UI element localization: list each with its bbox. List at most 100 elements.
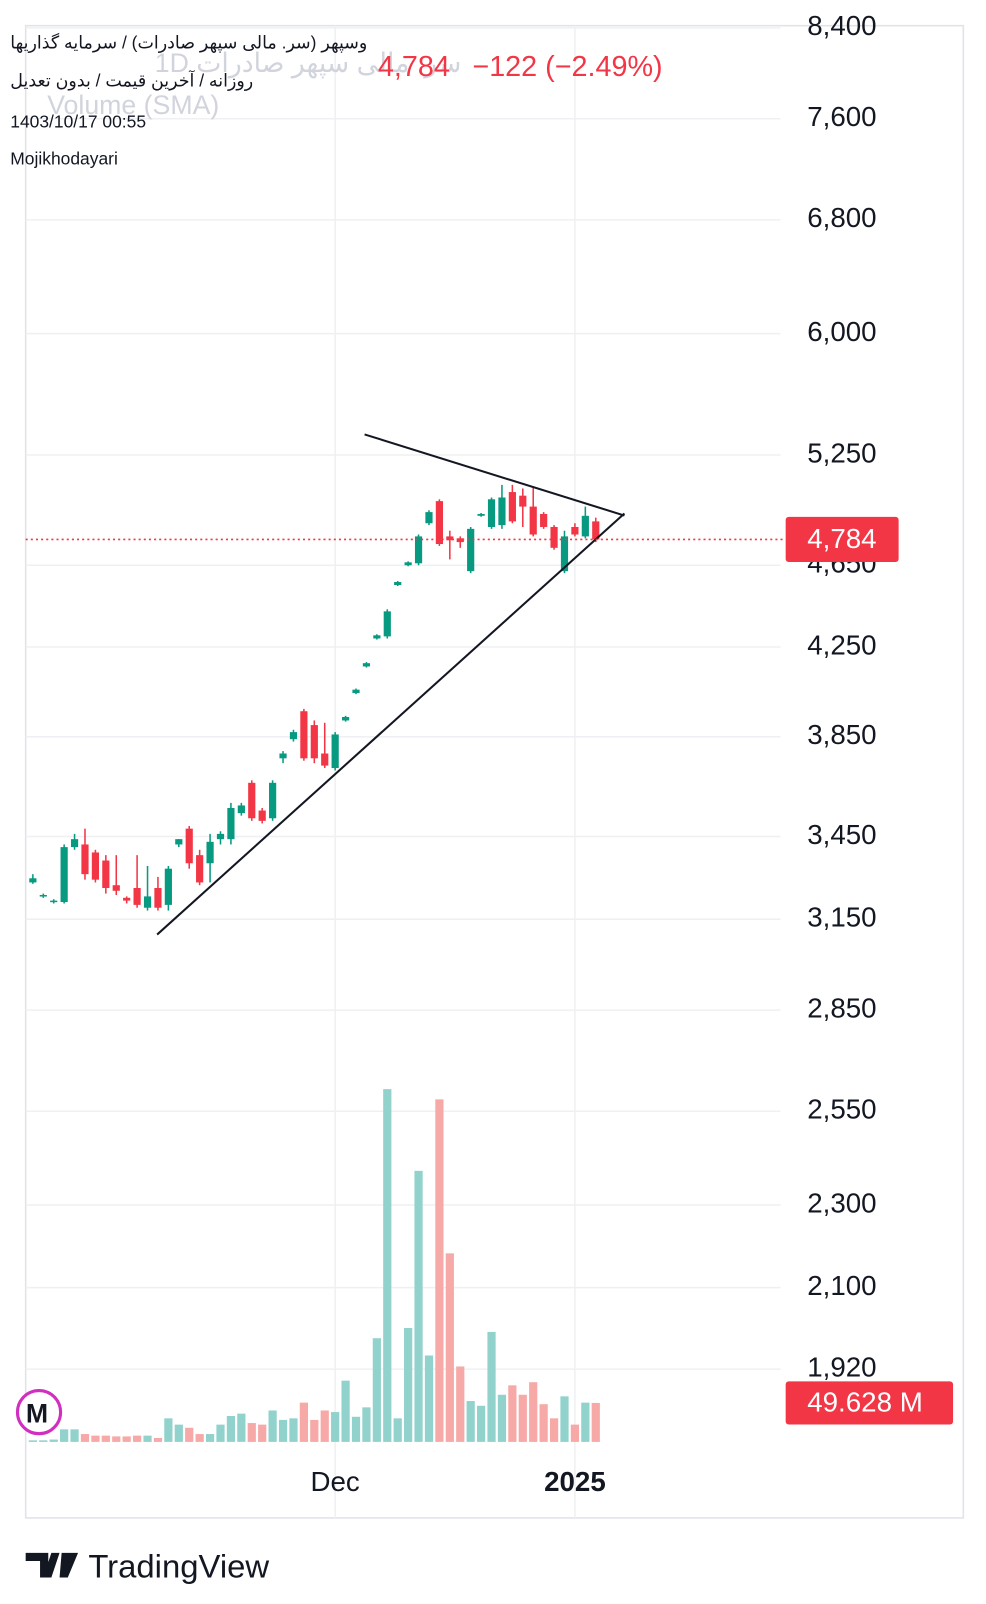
volume-bar	[216, 1424, 225, 1442]
candle-body	[206, 841, 214, 864]
volume-bar	[289, 1418, 298, 1442]
volume-bar	[28, 1440, 37, 1442]
volume-bar	[195, 1434, 204, 1442]
volume-bar	[143, 1435, 152, 1442]
volume-bar	[560, 1396, 569, 1442]
y-tick-label: 2,550	[807, 1094, 876, 1125]
candle-body	[310, 725, 318, 759]
candle-body	[133, 887, 141, 905]
candle-body	[175, 839, 183, 845]
volume-pane	[28, 1089, 600, 1442]
candle-body	[446, 536, 454, 541]
volume-bar	[174, 1424, 183, 1442]
candle-body	[550, 526, 558, 548]
volume-bar	[351, 1416, 361, 1442]
candle-body	[279, 753, 287, 759]
candle-body	[383, 611, 391, 637]
volume-bar	[591, 1402, 600, 1442]
volume-bar	[226, 1415, 236, 1442]
volume-bar	[445, 1253, 454, 1442]
volume-bar	[518, 1394, 527, 1442]
volume-bar	[132, 1435, 142, 1442]
volume-bar	[164, 1418, 173, 1442]
candle-body	[425, 512, 433, 524]
volume-bar	[39, 1440, 48, 1442]
volume-bar	[299, 1402, 308, 1442]
grid	[25, 25, 781, 1518]
volume-bar	[372, 1338, 381, 1442]
candle-body	[498, 497, 506, 526]
volume-bar	[60, 1429, 69, 1442]
y-tick-label: 8,400	[807, 10, 876, 41]
volume-bar	[549, 1418, 559, 1442]
y-tick-label: 2,300	[807, 1187, 876, 1218]
volume-bar	[508, 1385, 517, 1442]
volume-bar	[487, 1331, 496, 1442]
volume-bar	[414, 1170, 423, 1442]
candle-body	[456, 538, 464, 543]
candle-body	[321, 753, 329, 766]
logo: TradingView	[25, 1547, 269, 1584]
logo-text: TradingView	[88, 1547, 269, 1584]
volume-bar	[70, 1429, 79, 1442]
volume-bar	[331, 1412, 340, 1442]
chart-root: 8,4007,6006,8006,0005,2504,6504,2503,850…	[10, 10, 965, 1584]
avatar-letter: M	[26, 1398, 48, 1428]
plot-frame	[24, 24, 965, 1519]
logo-mark	[25, 1552, 79, 1578]
candle-body	[154, 887, 162, 908]
volume-bar	[456, 1366, 465, 1442]
y-tick-label: 3,450	[807, 819, 876, 850]
volume-bar	[237, 1413, 246, 1442]
volume-bar	[570, 1424, 580, 1442]
y-tick-label: 6,800	[807, 202, 876, 233]
volume-bar	[435, 1099, 444, 1442]
y-tick-label: 1,920	[807, 1351, 876, 1382]
volume-bar	[424, 1355, 434, 1442]
candle-body	[81, 844, 89, 875]
volume-bar	[49, 1439, 58, 1442]
volume-bar	[362, 1407, 371, 1442]
volume-bar	[258, 1424, 267, 1442]
y-tick-label: 4,250	[807, 629, 876, 660]
last-price-tag	[785, 516, 899, 563]
y-tick-label: 2,100	[807, 1270, 876, 1301]
volume-bar	[247, 1423, 256, 1442]
volume-bar	[122, 1436, 131, 1442]
volume-bar	[476, 1405, 486, 1442]
y-tick-label: 5,250	[807, 437, 876, 468]
y-tick-label: 3,150	[807, 902, 876, 933]
candle-body	[487, 499, 496, 527]
candle-body	[581, 515, 589, 537]
last-volume-tag	[785, 1381, 954, 1425]
candle-body	[237, 805, 245, 814]
volume-bar	[341, 1380, 350, 1442]
candle-body	[529, 506, 537, 535]
volume-bar	[101, 1435, 110, 1442]
y-tick-label: 2,850	[807, 992, 876, 1023]
candle-body	[467, 528, 475, 572]
candle-body	[508, 492, 516, 522]
candle-body	[269, 782, 277, 819]
volume-bar	[91, 1435, 100, 1442]
candle-body	[39, 894, 47, 897]
symbol-line: وسپهر (سر. مالی سپهر صادرات) / سرمایه گذ…	[10, 32, 367, 53]
x-tick-label: Dec	[311, 1466, 360, 1497]
candle-body	[248, 782, 256, 819]
candle-body	[143, 896, 152, 908]
candle-body	[414, 536, 423, 564]
candle-body	[123, 897, 131, 901]
price-axis: 8,4007,6006,8006,0005,2504,6504,2503,850…	[25, 10, 954, 1497]
candle-body	[289, 732, 298, 740]
candle-body	[592, 521, 600, 540]
trend-line-upper	[364, 433, 625, 517]
y-tick-label: 3,850	[807, 719, 876, 750]
volume-bar	[185, 1427, 194, 1442]
candle-body	[352, 689, 360, 694]
candle-body	[258, 810, 266, 821]
legend-symbol: سر. مالی سپهر صادرات 1D	[155, 48, 462, 79]
candle-body	[560, 536, 569, 572]
last-volume-label: 49.628 M	[807, 1386, 923, 1417]
